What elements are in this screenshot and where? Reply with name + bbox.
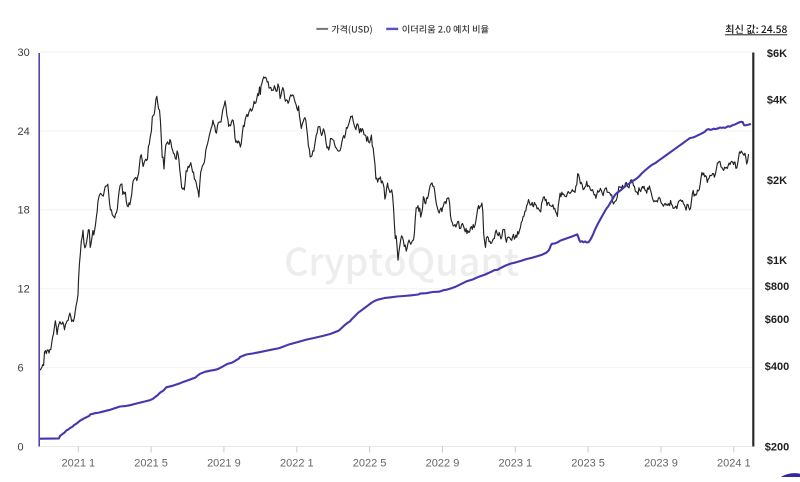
svg-text:2023 9: 2023 9 — [644, 458, 678, 470]
svg-text:$600: $600 — [765, 314, 789, 326]
svg-text:$1K: $1K — [767, 255, 787, 267]
svg-text:12: 12 — [18, 284, 30, 296]
svg-text:2021 1: 2021 1 — [61, 458, 95, 470]
svg-text:30: 30 — [18, 47, 30, 59]
svg-text:$4K: $4K — [767, 95, 787, 107]
svg-text:2023 1: 2023 1 — [498, 458, 532, 470]
svg-text:2022 1: 2022 1 — [280, 458, 314, 470]
svg-text:2024 1: 2024 1 — [717, 458, 751, 470]
svg-text:$2K: $2K — [767, 175, 787, 187]
svg-text:2022 9: 2022 9 — [426, 458, 460, 470]
svg-text:2021 5: 2021 5 — [134, 458, 168, 470]
svg-text:$200: $200 — [765, 441, 789, 453]
svg-text:$800: $800 — [765, 281, 789, 293]
svg-text:0: 0 — [18, 441, 24, 453]
svg-text:$6K: $6K — [767, 48, 787, 60]
svg-text:2023 5: 2023 5 — [571, 458, 605, 470]
svg-text:24: 24 — [18, 126, 30, 138]
svg-text:2021 9: 2021 9 — [207, 458, 241, 470]
svg-text:2022 5: 2022 5 — [353, 458, 387, 470]
svg-text:6: 6 — [18, 363, 24, 375]
svg-text:18: 18 — [18, 205, 30, 217]
svg-text:$400: $400 — [765, 361, 789, 373]
